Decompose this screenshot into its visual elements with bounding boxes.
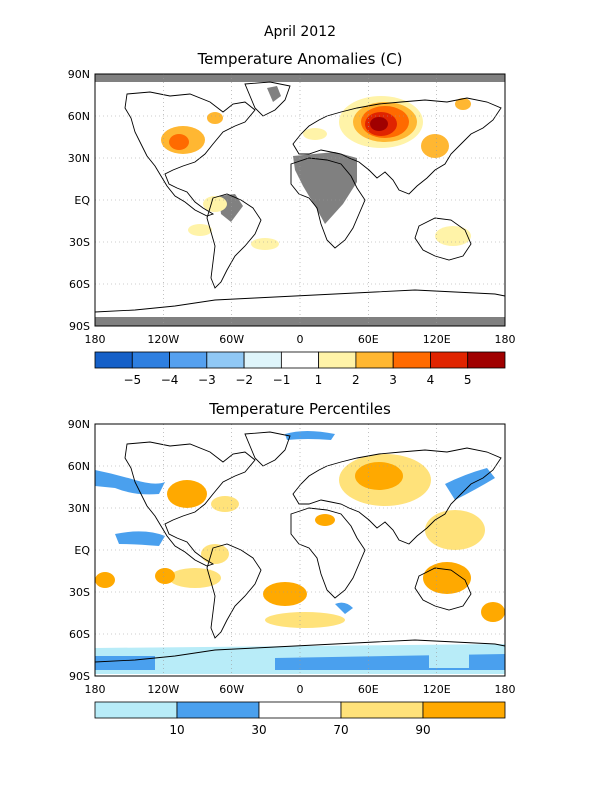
percentile-map	[94, 423, 506, 677]
lon-label: 0	[297, 683, 304, 696]
lon-label: 180	[85, 683, 106, 696]
lat-label: 30N	[68, 502, 90, 515]
colorbar-label: −4	[161, 373, 179, 387]
lat-label: EQ	[74, 544, 90, 557]
anomaly-colorbar-labels: −5 −4 −3 −2 −1 1 2 3 4 5	[123, 373, 471, 387]
lon-label: 0	[297, 333, 304, 346]
colorbar-label: 90	[415, 723, 430, 737]
lat-label: 30N	[68, 152, 90, 165]
lat-label: 60N	[68, 110, 90, 123]
anomaly-lat-labels: 90N 60N 30N EQ 30S 60S 90S	[68, 68, 91, 333]
lat-label: 90N	[68, 68, 90, 81]
colorbar-swatch	[422, 701, 506, 719]
anomaly-shading	[161, 96, 471, 250]
anomaly-colorbar	[94, 351, 506, 369]
anomaly-lon-labels: 180 120W 60W 0 60E 120E 180	[85, 333, 516, 346]
colorbar-label: −1	[273, 373, 291, 387]
colorbar-swatch	[340, 701, 424, 719]
colorbar-swatch	[280, 351, 320, 369]
colorbar-swatch	[355, 351, 394, 369]
lat-label: 60S	[69, 628, 90, 641]
lon-label: 60E	[358, 333, 379, 346]
lon-label: 120E	[423, 683, 451, 696]
colorbar-label: −3	[198, 373, 216, 387]
lat-label: 60N	[68, 460, 90, 473]
lon-label: 120E	[423, 333, 451, 346]
colorbar-label: −5	[123, 373, 141, 387]
colorbar-label: 2	[352, 373, 360, 387]
colorbar-label: 1	[315, 373, 323, 387]
anomaly-gridlines	[95, 74, 505, 326]
colorbar-label: 10	[169, 723, 184, 737]
colorbar-swatch	[392, 351, 431, 369]
colorbar-label: 4	[427, 373, 435, 387]
lat-label: 90S	[69, 320, 90, 333]
missing-data-south	[95, 317, 505, 326]
colorbar-swatch	[169, 351, 208, 369]
lat-label: 90S	[69, 670, 90, 683]
lon-label: 120W	[147, 333, 179, 346]
percentile-map-frame	[94, 423, 506, 677]
colorbar-swatch	[318, 351, 357, 369]
lat-label: 30S	[69, 236, 90, 249]
colorbar-label: 70	[333, 723, 348, 737]
panel2-title: Temperature Percentiles	[208, 400, 391, 418]
colorbar-swatch	[258, 701, 342, 719]
lat-label: 30S	[69, 586, 90, 599]
colorbar-swatch	[176, 701, 260, 719]
lat-label: EQ	[74, 194, 90, 207]
colorbar-swatch	[430, 351, 469, 369]
anomaly-map-frame	[94, 73, 506, 327]
colorbar-label: 30	[251, 723, 266, 737]
panel1-title: Temperature Anomalies (C)	[197, 50, 403, 68]
lon-label: 180	[85, 333, 106, 346]
colorbar-swatch	[243, 351, 282, 369]
lon-label: 60W	[219, 333, 244, 346]
colorbar-swatch	[206, 351, 245, 369]
lon-label: 120W	[147, 683, 179, 696]
colorbar-swatch	[131, 351, 170, 369]
lat-label: 90N	[68, 418, 90, 431]
colorbar-swatch	[94, 701, 178, 719]
colorbar-swatch	[94, 351, 133, 369]
lon-label: 180	[495, 683, 516, 696]
percentile-colorbar	[94, 701, 506, 719]
lon-label: 180	[495, 333, 516, 346]
percentile-lat-labels: 90N 60N 30N EQ 30S 60S 90S	[68, 418, 91, 683]
percentile-shading	[95, 431, 505, 674]
percentile-colorbar-labels: 10 30 70 90	[169, 723, 430, 737]
percentile-gridlines	[95, 424, 505, 676]
lon-label: 60W	[219, 683, 244, 696]
colorbar-label: 3	[389, 373, 397, 387]
missing-data-sahara	[293, 152, 357, 224]
lon-label: 60E	[358, 683, 379, 696]
colorbar-swatch	[467, 351, 506, 369]
anomaly-map	[94, 73, 506, 327]
lat-label: 60S	[69, 278, 90, 291]
main-title: April 2012	[264, 24, 336, 40]
colorbar-label: 5	[464, 373, 472, 387]
percentile-lon-labels: 180 120W 60W 0 60E 120E 180	[85, 683, 516, 696]
colorbar-label: −2	[235, 373, 253, 387]
